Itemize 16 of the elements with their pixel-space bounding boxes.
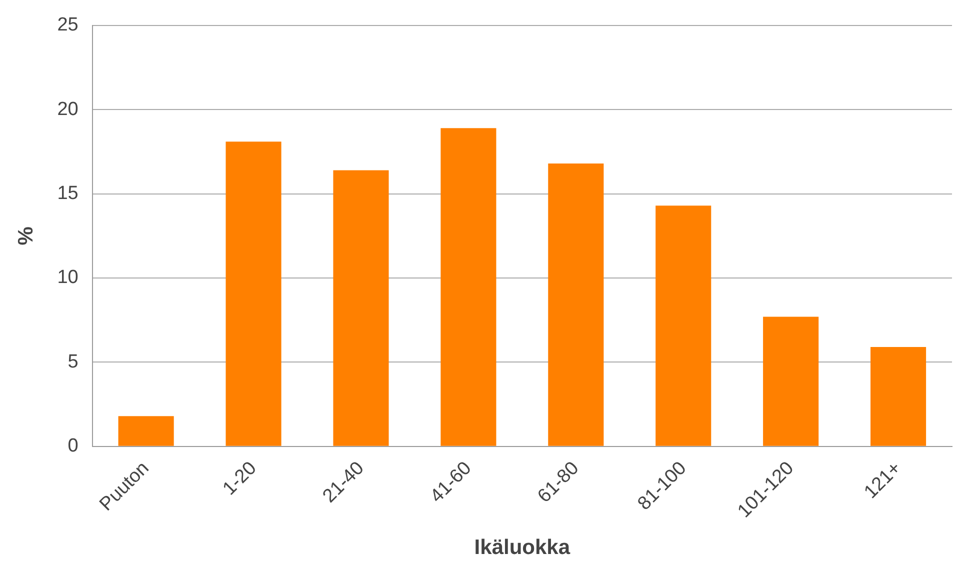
bar: [656, 206, 712, 446]
y-tick-label: 5: [68, 351, 78, 372]
y-axis-title: %: [14, 226, 38, 246]
y-tick-label: 25: [57, 14, 78, 36]
bar: [548, 163, 604, 446]
bar: [763, 316, 819, 446]
x-axis-title: Ikäluokka: [474, 536, 570, 560]
y-tick-label: 10: [57, 267, 78, 288]
y-tick-label: 20: [57, 98, 78, 120]
bar: [118, 416, 174, 446]
bar: [440, 128, 496, 446]
bar: [226, 142, 282, 446]
bar: [870, 347, 926, 446]
y-tick-label: 15: [57, 183, 78, 204]
bar: [333, 170, 389, 446]
y-tick-label: 0: [68, 436, 78, 457]
